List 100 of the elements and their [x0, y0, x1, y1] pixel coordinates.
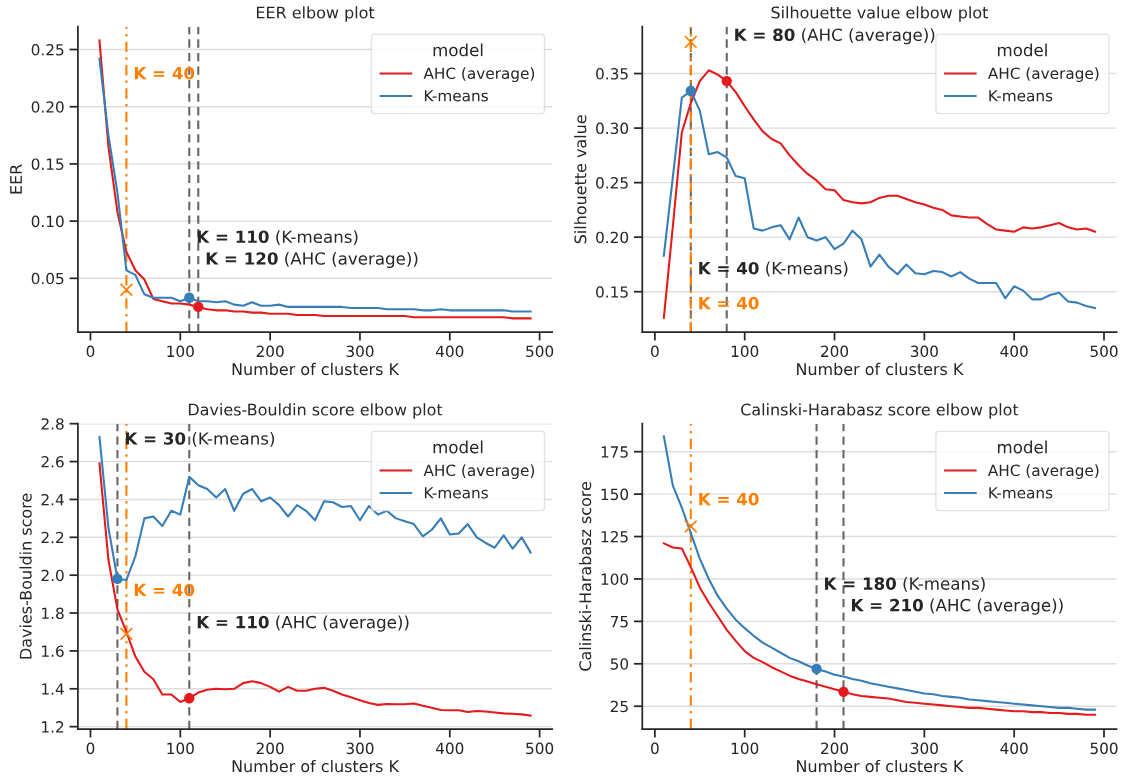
x-axis-title: Number of clusters K — [797, 362, 964, 376]
legend-label: AHC (average) — [987, 464, 1099, 480]
x-tick-label: 100 — [731, 345, 759, 358]
legend-title: model — [433, 43, 483, 57]
x-tick-label: 0 — [86, 345, 95, 358]
y-tick-label: 2.2 — [41, 531, 64, 544]
annotation: K = 40 — [699, 492, 759, 506]
x-tick-label: 100 — [731, 742, 759, 755]
annotation: K = 110 (K-means) — [197, 230, 358, 246]
point — [684, 35, 698, 49]
point — [811, 663, 822, 675]
y-axis-title: EER — [10, 164, 22, 194]
y-tick-label: 0.25 — [31, 44, 64, 56]
chart-title: Davies-Bouldin score elbow plot — [188, 403, 443, 419]
x-tick-label: 400 — [1000, 345, 1028, 358]
legend-label: K-means — [989, 487, 1053, 499]
x-tick-label: 0 — [651, 345, 659, 358]
x-tick-label: 300 — [910, 742, 938, 755]
annotation: K = 110 (AHC (average)) — [197, 615, 409, 632]
x-tick-label: 200 — [821, 742, 849, 755]
x-tick-label: 200 — [256, 742, 284, 755]
point — [685, 85, 696, 97]
y-tick-label: 0.20 — [596, 231, 629, 244]
y-tick-label: 150 — [601, 488, 629, 501]
legend-title: model — [997, 440, 1047, 454]
y-axis-title: Silhouette value — [574, 115, 587, 244]
y-tick-label: 1.8 — [42, 607, 64, 620]
x-tick-label: 200 — [821, 345, 849, 358]
x-tick-label: 300 — [910, 345, 938, 358]
point — [112, 573, 123, 585]
line-series — [662, 542, 1097, 716]
annotation: K = 30 (K-means) — [125, 431, 275, 447]
y-tick-label: 125 — [601, 531, 628, 543]
x-tick-label: 0 — [651, 742, 659, 755]
annotation: K = 40 — [699, 296, 759, 310]
annotation: K = 40 (K-means) — [699, 261, 848, 277]
legend-label: K-means — [424, 90, 488, 102]
y-tick-label: 75 — [610, 616, 628, 628]
line-series — [98, 462, 532, 717]
point — [838, 686, 849, 697]
y-tick-label: 0.10 — [31, 215, 64, 228]
y-tick-label: 2.0 — [41, 569, 64, 582]
y-tick-label: 0.35 — [596, 68, 628, 80]
x-tick-label: 400 — [435, 742, 464, 755]
y-tick-label: 0.30 — [596, 122, 629, 135]
legend-label: K-means — [424, 487, 488, 499]
point — [721, 76, 732, 87]
y-tick-label: 1.6 — [42, 645, 64, 657]
y-tick-label: 0.20 — [31, 101, 64, 113]
y-tick-label: 2.8 — [41, 418, 64, 430]
x-tick-label: 500 — [1090, 345, 1118, 358]
annotation: K = 210 (AHC (average)) — [851, 598, 1063, 615]
x-tick-label: 300 — [346, 345, 374, 358]
x-tick-label: 400 — [435, 345, 464, 358]
y-tick-label: 2.6 — [41, 456, 64, 468]
x-tick-label: 500 — [526, 742, 554, 755]
x-axis-title: Number of clusters K — [797, 759, 964, 773]
x-axis-title: Number of clusters K — [232, 362, 400, 376]
x-tick-label: 500 — [1090, 742, 1118, 755]
legend-title: model — [433, 440, 483, 454]
legend-title: model — [997, 43, 1047, 57]
y-axis-title: Calinski-Harabasz score — [578, 482, 592, 671]
point — [184, 693, 195, 704]
y-tick-label: 25 — [610, 700, 628, 713]
y-tick-label: 100 — [601, 573, 629, 585]
x-tick-label: 200 — [256, 345, 284, 358]
x-tick-label: 100 — [167, 345, 194, 358]
y-tick-label: 2.4 — [41, 493, 64, 506]
y-tick-label: 1.2 — [42, 721, 64, 733]
legend-label: K-means — [989, 90, 1053, 102]
x-axis-title: Number of clusters K — [232, 759, 400, 773]
chart-title: Silhouette value elbow plot — [771, 6, 989, 22]
y-tick-label: 175 — [601, 446, 628, 458]
y-axis-title: Davies-Bouldin score — [19, 493, 32, 659]
annotation: K = 120 (AHC (average)) — [206, 251, 418, 269]
point — [684, 519, 698, 534]
x-tick-label: 100 — [167, 742, 194, 755]
annotation: K = 40 — [134, 66, 195, 80]
point — [193, 301, 204, 313]
x-tick-label: 300 — [346, 742, 374, 755]
annotation: K = 180 (K-means) — [825, 577, 985, 592]
y-tick-label: 0.15 — [596, 286, 628, 298]
x-tick-label: 400 — [1000, 742, 1028, 755]
line-series — [662, 435, 1097, 711]
y-tick-label: 50 — [610, 658, 629, 670]
x-tick-label: 0 — [86, 742, 95, 755]
chart-title: EER elbow plot — [256, 6, 375, 22]
point — [119, 627, 134, 641]
legend-label: AHC (average) — [423, 67, 535, 83]
point — [184, 292, 195, 303]
legend-label: AHC (average) — [987, 67, 1099, 83]
y-tick-label: 0.15 — [31, 158, 64, 170]
annotation: K = 80 (AHC (average)) — [735, 28, 935, 45]
y-tick-label: 0.05 — [31, 272, 64, 285]
x-tick-label: 500 — [526, 345, 554, 358]
point — [119, 283, 134, 297]
legend-label: AHC (average) — [423, 464, 535, 480]
annotation: K = 40 — [134, 583, 195, 597]
chart-title: Calinski-Harabasz score elbow plot — [741, 403, 1019, 419]
y-tick-label: 0.25 — [596, 177, 628, 189]
